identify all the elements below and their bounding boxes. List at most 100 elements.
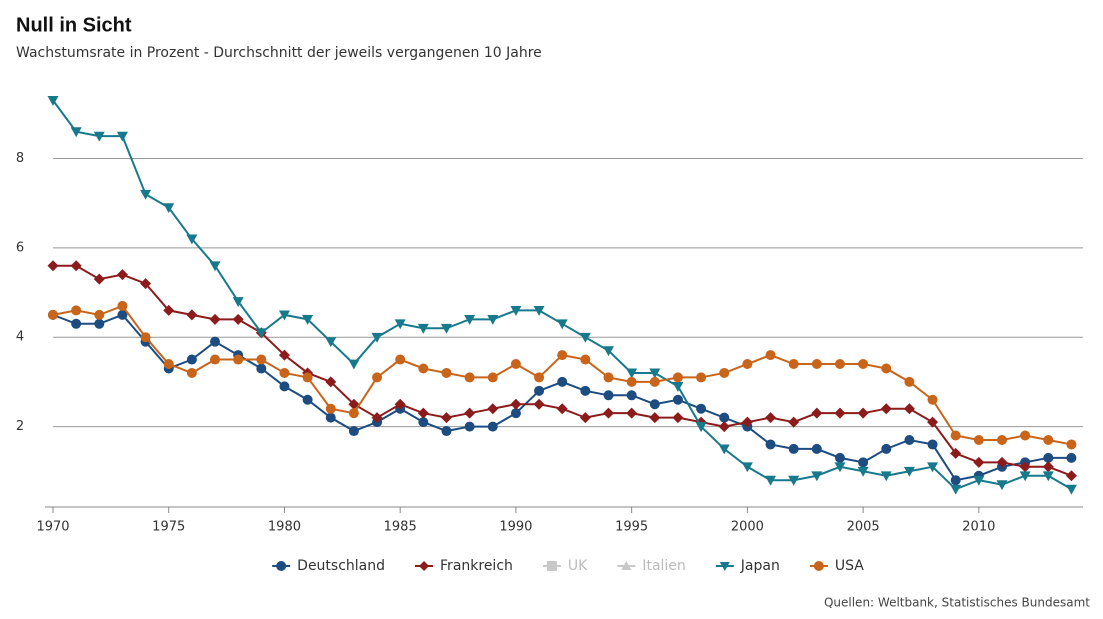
marker xyxy=(464,314,476,325)
marker xyxy=(533,398,545,410)
marker xyxy=(1066,439,1077,450)
marker xyxy=(209,313,221,325)
marker xyxy=(880,403,892,415)
legend-item[interactable]: USA xyxy=(809,558,864,574)
marker xyxy=(418,417,429,428)
marker xyxy=(649,376,660,387)
legend-item[interactable]: Frankreich xyxy=(415,558,513,574)
legend-label: Italien xyxy=(642,558,685,574)
marker xyxy=(858,457,869,468)
marker xyxy=(903,466,915,477)
x-tick-label: 1975 xyxy=(152,520,185,535)
legend-item[interactable]: UK xyxy=(542,558,588,574)
marker xyxy=(348,398,360,410)
marker xyxy=(765,475,777,486)
marker xyxy=(719,562,730,571)
marker xyxy=(904,376,915,387)
y-tick-label: 6 xyxy=(16,240,24,255)
marker xyxy=(93,131,105,142)
x-tick-label: 2010 xyxy=(962,520,995,535)
marker xyxy=(163,359,174,370)
marker xyxy=(394,319,406,330)
marker xyxy=(116,269,128,281)
marker xyxy=(279,367,290,378)
chart-title: Null in Sicht xyxy=(16,14,132,36)
marker xyxy=(834,407,846,419)
marker xyxy=(603,407,615,419)
marker xyxy=(464,407,476,419)
marker xyxy=(47,96,59,106)
marker xyxy=(1065,470,1077,482)
marker xyxy=(510,359,521,370)
marker xyxy=(649,399,660,410)
marker xyxy=(788,443,799,454)
marker xyxy=(71,305,82,316)
marker xyxy=(696,372,707,383)
legend-item[interactable]: Japan xyxy=(715,558,780,574)
marker xyxy=(117,300,128,311)
marker xyxy=(765,439,776,450)
series-line xyxy=(53,264,1072,477)
marker xyxy=(880,471,892,482)
marker xyxy=(649,368,661,379)
y-tick-label: 4 xyxy=(16,330,24,345)
marker xyxy=(580,385,591,396)
marker xyxy=(626,376,637,387)
marker xyxy=(1043,452,1054,463)
marker xyxy=(881,363,892,374)
marker xyxy=(811,443,822,454)
legend-item[interactable]: Deutschland xyxy=(272,558,385,574)
marker xyxy=(927,439,938,450)
series-line xyxy=(52,313,1072,482)
marker xyxy=(973,434,984,445)
marker xyxy=(278,349,290,361)
marker xyxy=(278,310,290,321)
marker xyxy=(487,314,499,325)
marker xyxy=(417,407,429,419)
marker xyxy=(255,328,267,339)
marker xyxy=(973,475,985,486)
marker xyxy=(996,480,1008,491)
marker xyxy=(950,447,962,459)
marker xyxy=(372,372,383,383)
marker xyxy=(813,561,824,571)
marker xyxy=(579,412,591,424)
legend-label: USA xyxy=(835,558,864,574)
legend-item[interactable]: Italien xyxy=(617,558,686,574)
marker xyxy=(718,421,730,433)
marker xyxy=(811,471,823,482)
marker xyxy=(1066,452,1077,463)
marker xyxy=(579,332,591,343)
marker xyxy=(950,430,961,441)
marker xyxy=(256,363,267,374)
x-tick-label: 1985 xyxy=(384,520,417,535)
marker xyxy=(302,372,313,383)
legend-label: Frankreich xyxy=(440,558,513,574)
marker xyxy=(417,323,429,334)
marker xyxy=(621,561,632,570)
marker xyxy=(1019,461,1031,473)
marker xyxy=(140,278,152,290)
marker xyxy=(1042,461,1054,473)
legend-label: UK xyxy=(568,558,588,574)
marker xyxy=(603,346,615,357)
marker xyxy=(556,319,568,330)
marker xyxy=(302,394,313,405)
marker xyxy=(440,412,452,424)
marker xyxy=(186,309,198,321)
marker xyxy=(1043,434,1054,445)
marker xyxy=(950,475,961,486)
marker xyxy=(94,309,105,320)
marker xyxy=(93,273,105,285)
marker xyxy=(325,337,337,348)
marker xyxy=(603,390,614,401)
marker xyxy=(626,390,637,401)
marker xyxy=(487,403,499,415)
marker xyxy=(116,131,128,142)
marker xyxy=(418,363,429,374)
marker xyxy=(395,354,406,365)
marker xyxy=(441,367,452,378)
marker xyxy=(441,426,452,437)
marker xyxy=(580,354,591,365)
marker xyxy=(210,336,221,347)
